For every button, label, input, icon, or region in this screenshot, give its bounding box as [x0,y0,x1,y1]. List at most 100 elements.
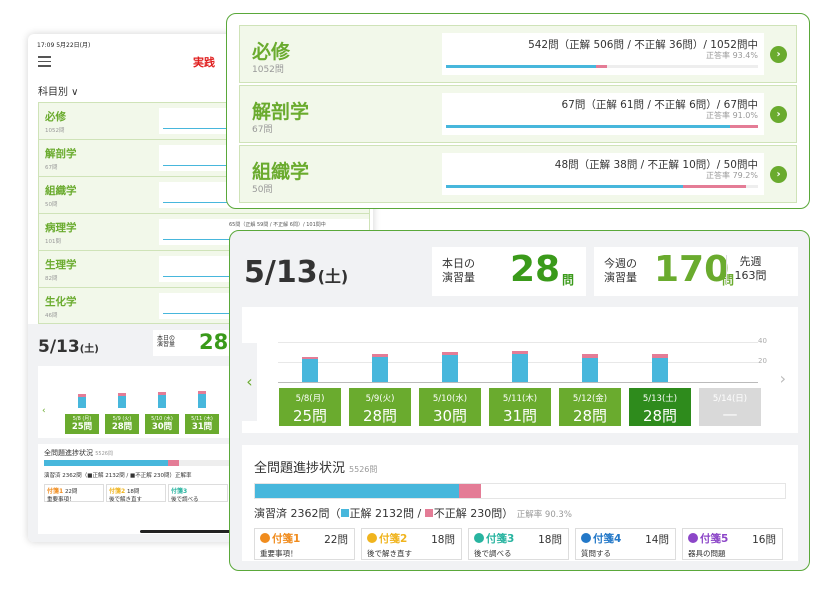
home-indicator [140,530,260,533]
subject-count: 1052問 [45,128,65,134]
current-date: 5/13(土) [38,337,99,357]
chevron-right-icon[interactable]: › [770,166,787,183]
day-label-value: 31問 [502,407,538,425]
tag-desc: 後で調べる [474,549,512,558]
subject-name: 組織学 [45,185,77,197]
day-label[interactable]: 5/8(月) 25問 [279,388,341,426]
day-label[interactable]: 5/10(水) 30問 [419,388,481,426]
weekly-chart: 40 20 ‹ › 5/8(月) 25問 5/9(火) 28問 5/10(水) 30問 5/… [242,307,798,433]
tag-desc: 後で解き直す [367,549,412,558]
tag-name: 付箋5 [700,533,729,545]
subject-list-callout: 必修 1052問 542問（正解 506問 / 不正解 36問）/ 1052問中… [226,13,810,209]
progress-title: 全問題進捗状況 5526問 [44,449,113,457]
page-title: 実践 [193,56,215,69]
subject-summary: 67問（正解 61問 / 不正解 6問）/ 67問中 [561,99,758,111]
today-label: 本日の 演習量 [442,257,475,284]
subject-rate: 正答率 91.0% [706,111,758,120]
today-value: 28 [199,330,229,354]
week-stat: 今週の 演習量 170 問 先週 163問 [594,247,798,296]
subject-name: 組織学 [252,161,310,183]
subject-rate: 正答率 93.4% [706,51,758,60]
subject-progress-bar [446,125,758,128]
day-label-date: 5/9(火) [365,394,395,404]
chevron-left-icon[interactable]: ‹ [42,406,46,416]
daily-stats-callout: 5/13(土) 本日の 演習量 28 問 今週の 演習量 170 問 先週 163問 … [229,230,810,571]
tag-icon [260,533,270,543]
subject-count: 46問 [45,313,58,319]
subject-name: 生化学 [45,296,77,308]
tag-chip[interactable]: 付箋2 18問 後で解き直す [361,528,462,560]
tag-desc: 質問する [581,549,611,558]
current-date: 5/13(土) [244,255,349,290]
day-label-date: 5/10(水) [432,394,468,404]
chevron-right-icon[interactable]: › [770,46,787,63]
tag-name: 付箋4 [593,533,622,545]
mini-chart: ‹ 5/8 (月) 25問 5/9 (火) 28問 5/10 (水) 30問 5/11… [38,366,238,438]
subject-summary: 542問（正解 506問 / 不正解 36問）/ 1052問中 [528,39,758,51]
incorrect-legend-square [424,509,433,517]
subject-summary: 65問（正解 59問 / 不正解 6問）/ 101問中 [229,222,326,228]
subject-rate: 正答率 79.2% [706,171,758,180]
subject-count: 1052問 [252,65,284,75]
mini-bar [198,391,206,408]
tag-chip[interactable]: 付箋3 後で調べる [168,484,228,503]
day-label-date: 5/14(日) [712,394,748,404]
bar [302,357,318,382]
gridline [278,342,758,343]
day-label[interactable]: 5/9 (火) 28問 [105,414,139,434]
day-label[interactable]: 5/8 (月) 25問 [65,414,99,434]
subject-stats: 542問（正解 506問 / 不正解 36問）/ 1052問中 正答率 93.4… [442,33,764,75]
day-label-value: 28問 [642,407,678,425]
subject-count: 101問 [45,239,61,245]
correct-legend-square [340,509,349,517]
tag-name: 付箋2 [379,533,408,545]
subject-row[interactable]: 解剖学 67問 67問（正解 61問 / 不正解 6問）/ 67問中 正答率 9… [239,85,797,143]
bar [582,354,598,382]
day-label[interactable]: 5/13(土) 28問 [629,388,691,426]
tag-count: 16問 [752,534,776,546]
day-label[interactable]: 5/9(火) 28問 [349,388,411,426]
tag-chip[interactable]: 付箋4 14問質問する [575,528,676,560]
subject-stats: 67問（正解 61問 / 不正解 6問）/ 67問中 正答率 91.0% [442,93,764,135]
subject-row[interactable]: 組織学 50問 48問（正解 38問 / 不正解 10問）/ 50問中 正答率 … [239,145,797,203]
tag-count: 14問 [645,534,669,546]
subject-summary: 48問（正解 38問 / 不正解 10問）/ 50問中 [554,159,758,171]
tag-chip[interactable]: 付箋3 18問 後で調べる [468,528,569,560]
day-label[interactable]: 5/11(木) 31問 [489,388,551,426]
today-stat: 本日の 演習量 28 [153,330,233,356]
tag-chip[interactable]: 付箋5 16問 器具の問題 [682,528,783,560]
tag-chip[interactable]: 付箋1 22問 重要事項！ [254,528,355,560]
hamburger-menu-icon[interactable] [38,56,51,70]
subject-count: 82問 [45,276,58,282]
mini-bar [158,392,166,408]
day-label[interactable]: 5/12(金) 28問 [559,388,621,426]
subject-name: 解剖学 [252,101,310,123]
subject-count: 50問 [45,202,58,208]
tag-icon [688,533,698,543]
tag-chip[interactable]: 付箋1 22問 重要事項！ [44,484,104,503]
day-label-value: 25問 [292,407,328,425]
chevron-left-icon[interactable]: ‹ [242,343,257,421]
chevron-right-icon[interactable]: › [770,106,787,123]
today-value: 28 [510,249,561,290]
tag-chip[interactable]: 付箋2 18問 後で解き直す [106,484,166,503]
subject-filter-dropdown[interactable]: 科目別 ∨ [38,87,79,98]
day-label[interactable]: 5/10 (水) 30問 [145,414,179,434]
day-label[interactable]: 5/14(日) — [699,388,761,426]
progress-title: 全問題進捗状況 5526問 [254,461,378,476]
day-label-value: 28問 [572,407,608,425]
subject-count: 50問 [252,185,273,195]
today-label: 本日の 演習量 [157,335,176,349]
day-label[interactable]: 5/11 (木) 31問 [185,414,219,434]
week-label: 今週の 演習量 [604,257,637,284]
subject-row[interactable]: 必修 1052問 542問（正解 506問 / 不正解 36問）/ 1052問中… [239,25,797,83]
day-label-date: 5/8(月) [295,394,325,404]
chevron-right-icon[interactable]: › [779,369,786,388]
subject-name: 病理学 [45,222,77,234]
subject-name: 必修 [45,111,66,123]
subject-count: 67問 [45,165,58,171]
day-label-date: 5/12(金) [572,394,608,404]
tag-icon [474,533,484,543]
tag-count: 18問 [538,534,562,546]
